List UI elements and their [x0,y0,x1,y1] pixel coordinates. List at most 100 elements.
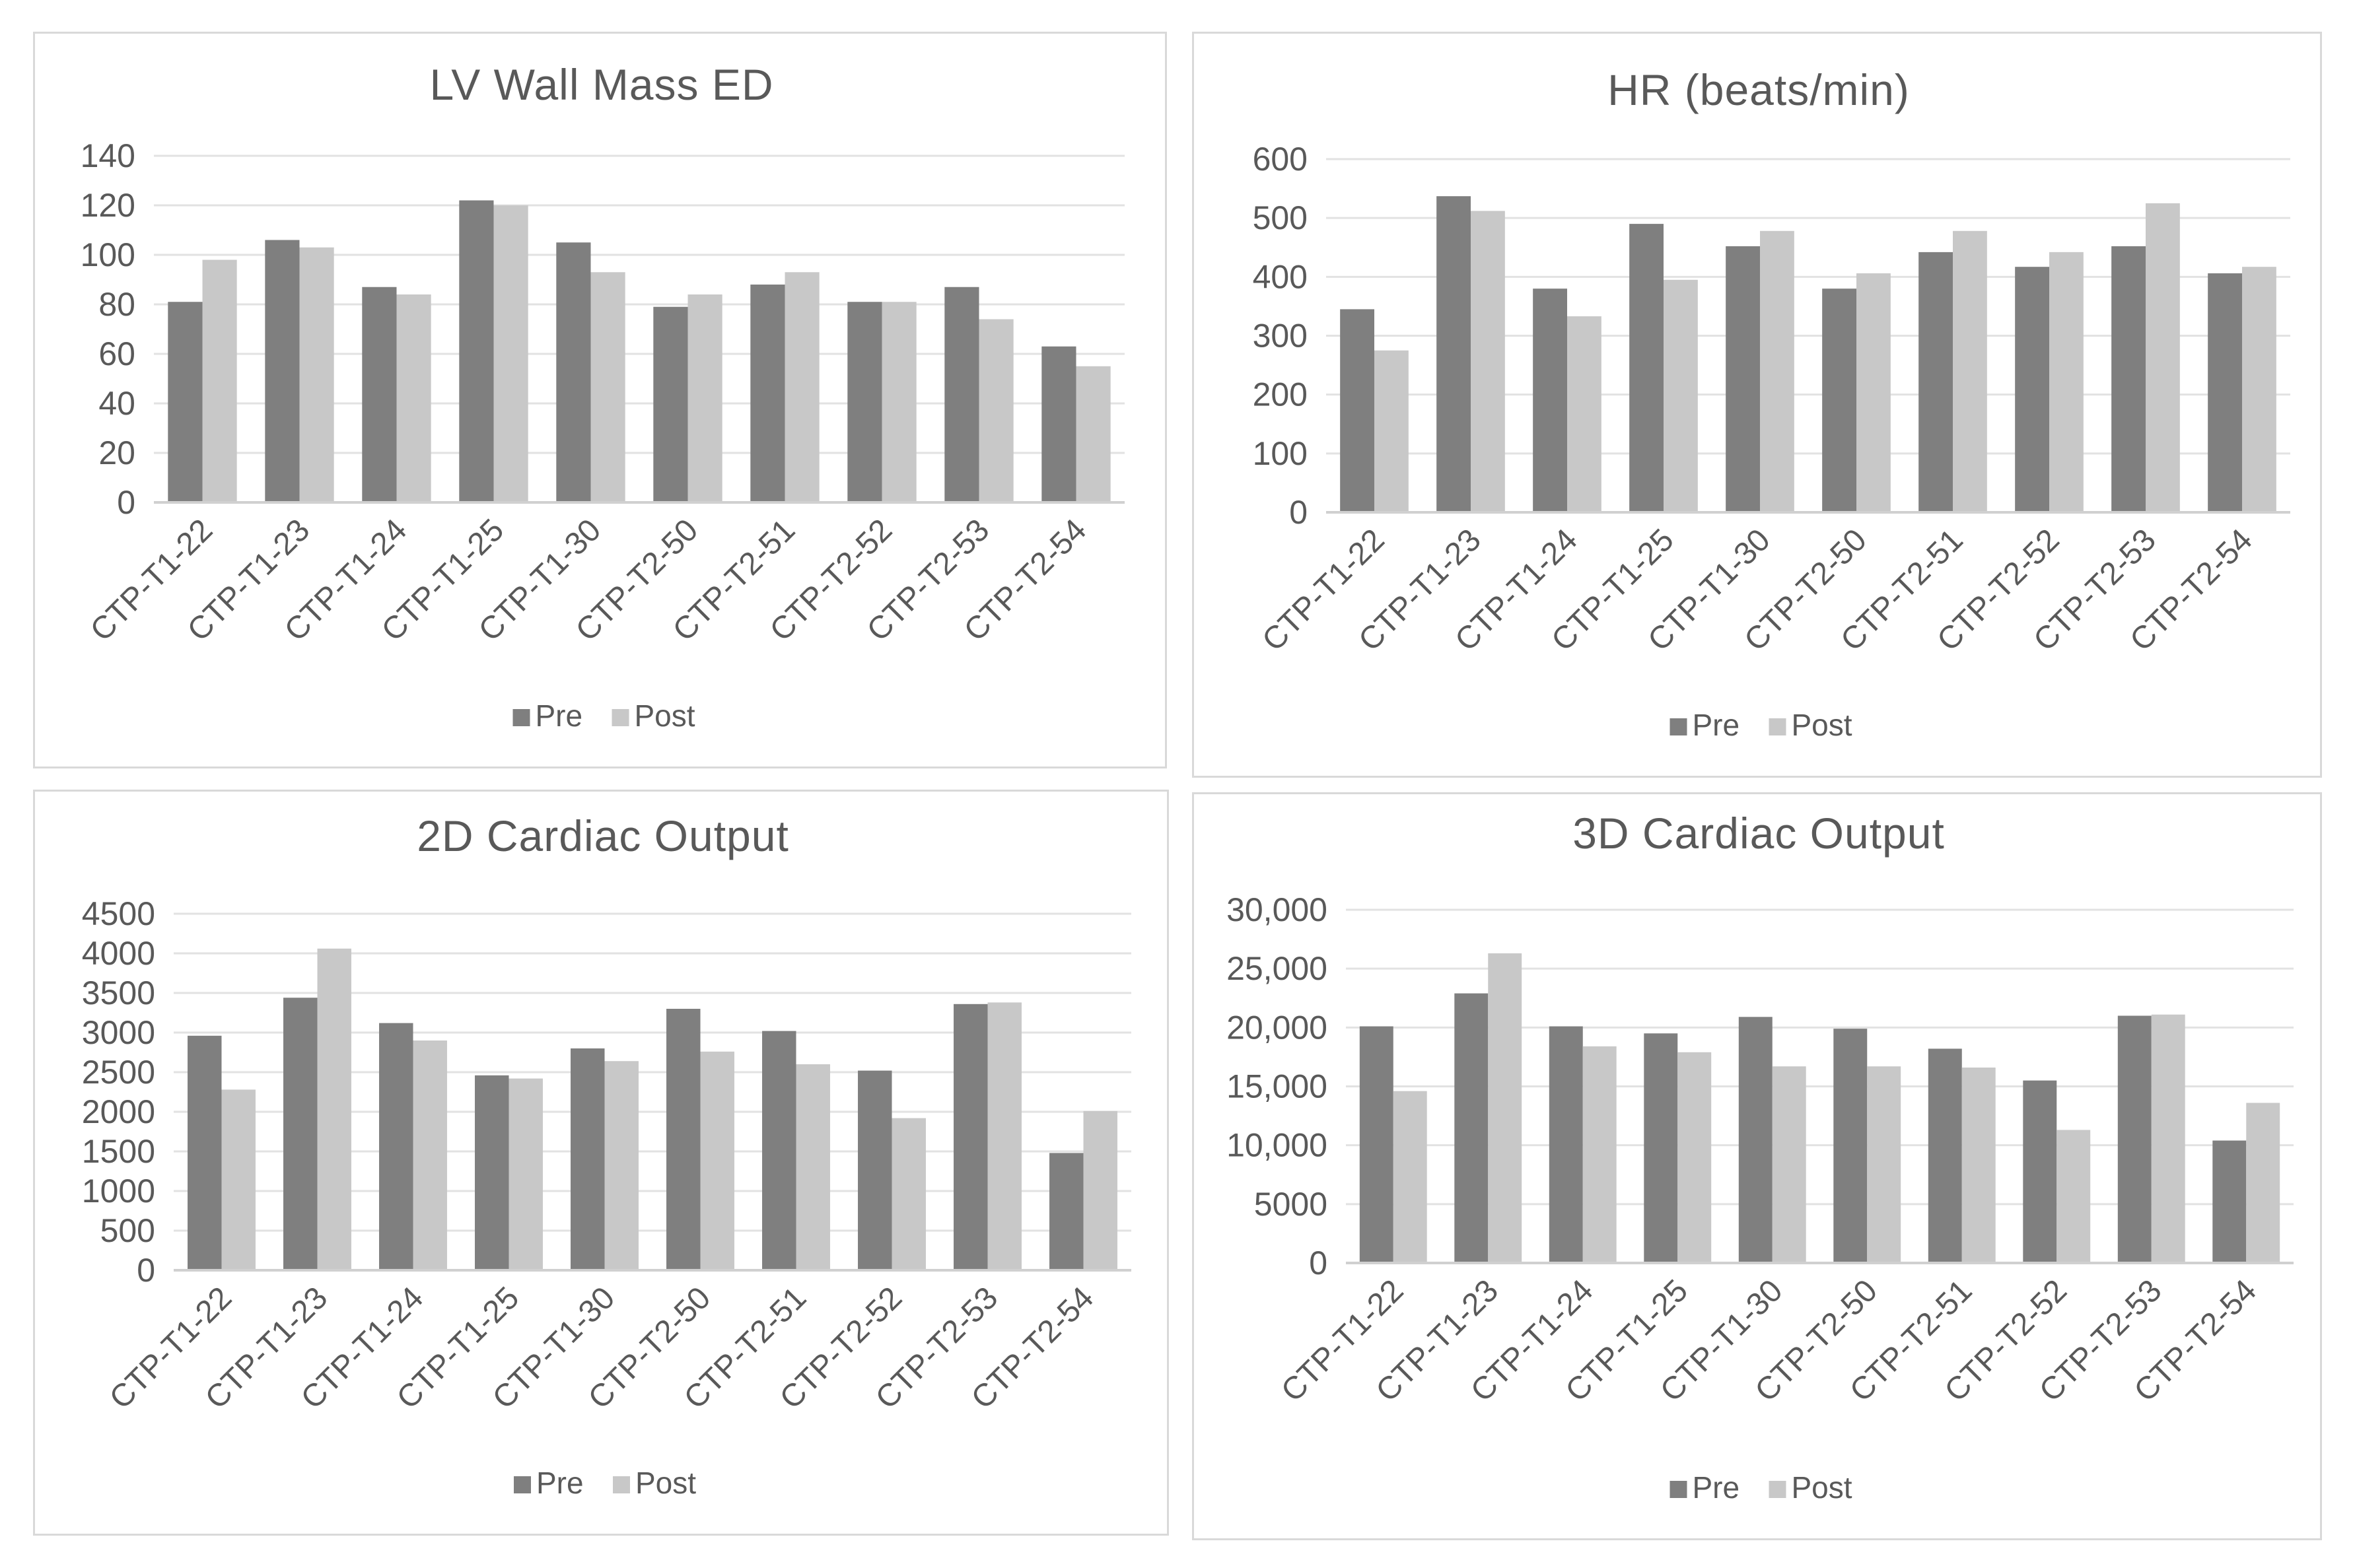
legend: Pre Post [514,1466,696,1500]
bar-pre-ctp-t1-23 [1454,993,1489,1263]
legend-swatch-pre [1670,1481,1687,1498]
bar-post-ctp-t1-23 [299,247,334,502]
bar-post-ctp-t1-25 [1677,1052,1712,1263]
bar-post-ctp-t1-22 [1393,1091,1427,1263]
legend-swatch-post [612,709,629,726]
bar-post-ctp-t1-25 [493,205,528,502]
bar-post-ctp-t2-50 [700,1051,734,1270]
legend-label-pre: Pre [536,699,583,733]
legend-label-pre: Pre [536,1466,584,1500]
y-tick-label: 0 [1309,1244,1327,1281]
chart-panel-3d-cardiac-output: 3D Cardiac Output 0 5000 10,000 15,000 20,00… [1192,792,2322,1540]
bar-pre-ctp-t2-53 [2117,1015,2152,1263]
bar-post-ctp-t1-24 [396,294,431,502]
bar-post-ctp-t1-30 [590,272,625,502]
legend-label-post: Post [1792,708,1852,742]
bar-pre-ctp-t1-25 [1629,224,1664,512]
y-tick-label: 2500 [82,1054,155,1091]
bar-pre-ctp-t2-51 [750,285,785,502]
bar-pre-ctp-t1-23 [1436,196,1471,512]
chart-title: 3D Cardiac Output [1572,809,1945,858]
bar-post-ctp-t2-54 [1083,1110,1117,1270]
bar-post-ctp-t2-53 [987,1002,1022,1270]
bars [1359,953,2280,1263]
bar-pre-ctp-t2-51 [762,1031,796,1270]
bar-pre-ctp-t2-50 [653,306,688,502]
bar-pre-ctp-t1-24 [1533,289,1567,512]
y-tick-label: 30,000 [1226,891,1327,928]
bar-pre-ctp-t1-25 [459,200,494,502]
legend-label-post: Post [635,1466,696,1500]
y-tick-label: 200 [1253,376,1308,413]
legend-swatch-pre [1670,718,1687,735]
bar-post-ctp-t2-51 [796,1064,830,1270]
bar-post-ctp-t1-24 [413,1040,447,1270]
bar-post-ctp-t2-54 [1076,366,1111,502]
bar-pre-ctp-t1-22 [1340,309,1374,512]
bar-post-ctp-t2-54 [2242,267,2276,512]
bar-post-ctp-t1-23 [1488,953,1522,1263]
bar-post-ctp-t2-50 [687,294,722,502]
bar-post-ctp-t2-50 [1867,1066,1901,1263]
chart-heart-rate: HR (beats/min) 0100200300400500600CTP-T1… [1253,65,2290,742]
legend-swatch-post [613,1476,630,1493]
y-tick-label: 25,000 [1226,950,1327,987]
legend: Pre Post [1670,1470,1852,1505]
bar-pre-ctp-t2-54 [1041,346,1076,502]
bar-pre-ctp-t2-54 [1049,1153,1084,1270]
y-tick-label: 4500 [82,895,155,932]
bar-pre-ctp-t2-51 [1928,1048,1962,1263]
bar-pre-ctp-t1-30 [571,1048,605,1270]
bar-pre-ctp-t2-50 [666,1009,701,1270]
y-tick-label: 100 [1253,435,1308,472]
y-tick-label: 1000 [82,1173,155,1210]
bar-pre-ctp-t2-52 [2015,267,2049,512]
bar-post-ctp-t1-22 [221,1089,256,1270]
chart-panel-heart-rate: HR (beats/min) 0 100 200 300 400 500 600 CTP-T1… [1192,32,2322,778]
y-tick-label: 0 [137,1252,155,1289]
bar-pre-ctp-t2-50 [1822,289,1856,512]
bar-post-ctp-t2-54 [2246,1103,2280,1263]
legend-swatch-pre [514,1476,531,1493]
bar-post-ctp-t1-25 [509,1078,543,1270]
y-tick-label: 300 [1253,318,1308,355]
legend-label-pre: Pre [1693,1470,1740,1505]
y-tick-label: 15,000 [1226,1068,1327,1105]
bar-post-ctp-t2-53 [2146,203,2180,512]
y-tick-label: 400 [1253,258,1308,295]
bar-pre-ctp-t1-24 [1549,1026,1583,1263]
legend-swatch-post [1769,1481,1786,1498]
bar-pre-ctp-t2-52 [2023,1080,2057,1263]
bar-post-ctp-t2-52 [882,302,917,502]
y-tick-label: 4000 [82,935,155,972]
bar-pre-ctp-t1-23 [265,240,300,502]
chart-title: LV Wall Mass ED [429,60,773,109]
bar-post-ctp-t1-23 [317,948,351,1270]
bar-pre-ctp-t2-53 [944,287,979,502]
y-tick-label: 20 [98,434,135,471]
bar-post-ctp-t1-22 [1374,350,1409,512]
bar-post-ctp-t1-30 [1772,1066,1806,1263]
bar-post-ctp-t2-53 [2151,1014,2185,1263]
bar-pre-ctp-t1-25 [1644,1033,1678,1263]
bar-post-ctp-t2-53 [979,319,1014,502]
bar-pre-ctp-t2-51 [1918,252,1953,512]
chart-lv-wall-mass: LV Wall Mass ED 020406080100120140CTP-T1… [81,60,1125,733]
y-tick-label: 20,000 [1226,1009,1327,1046]
bar-post-ctp-t2-51 [785,272,820,502]
y-tick-label: 140 [81,137,135,174]
bar-post-ctp-t2-50 [1856,273,1891,512]
legend-label-pre: Pre [1693,708,1740,742]
chart-3d-cardiac-output: 3D Cardiac Output 0 5000 10,000 15,000 20,00… [1226,809,2294,1505]
bar-post-ctp-t1-25 [1664,279,1698,512]
legend-swatch-pre [512,709,530,726]
bar-pre-ctp-t2-54 [2212,1140,2247,1263]
bar-pre-ctp-t1-22 [1359,1026,1393,1263]
legend-label-post: Post [1792,1470,1852,1505]
bar-pre-ctp-t1-30 [556,242,591,502]
chart-2d-cardiac-output: 2D Cardiac Output 0500100015002000250030… [82,811,1131,1500]
y-tick-label: 120 [81,187,135,224]
bar-pre-ctp-t2-52 [858,1070,892,1270]
chart-title: 2D Cardiac Output [417,811,789,860]
bar-pre-ctp-t1-25 [475,1075,509,1270]
